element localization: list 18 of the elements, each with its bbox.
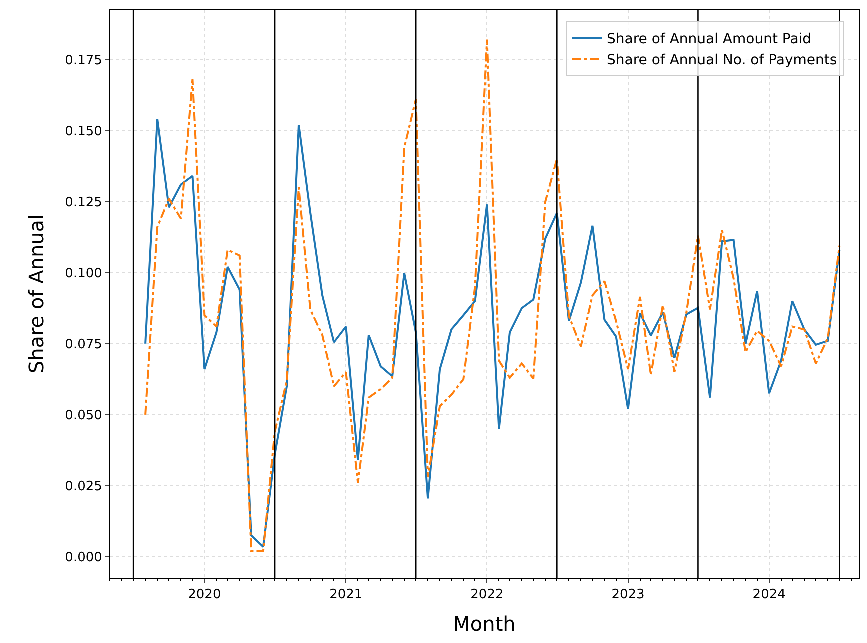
y-tick-label: 0.025 xyxy=(65,479,102,494)
y-tick-label: 0.175 xyxy=(65,53,102,68)
x-axis-title: Month xyxy=(453,612,516,636)
y-axis-title: Share of Annual xyxy=(24,214,49,374)
y-tick-label: 0.100 xyxy=(65,266,102,282)
x-tick-label: 2022 xyxy=(470,588,504,603)
y-tick-label: 0.050 xyxy=(65,408,102,424)
x-tick-label: 2023 xyxy=(612,588,645,603)
legend-label: Share of Annual Amount Paid xyxy=(607,31,812,48)
x-tick-label: 2021 xyxy=(330,588,363,603)
legend-label: Share of Annual No. of Payments xyxy=(607,52,838,69)
y-tick-label: 0.150 xyxy=(65,124,102,140)
x-tick-label: 2020 xyxy=(188,588,222,603)
y-tick-label: 0.000 xyxy=(65,550,102,566)
line-series xyxy=(144,118,841,548)
x-tick-label: 2024 xyxy=(752,588,786,603)
y-tick-label: 0.125 xyxy=(65,195,102,210)
y-tick-label: 0.075 xyxy=(65,337,102,352)
